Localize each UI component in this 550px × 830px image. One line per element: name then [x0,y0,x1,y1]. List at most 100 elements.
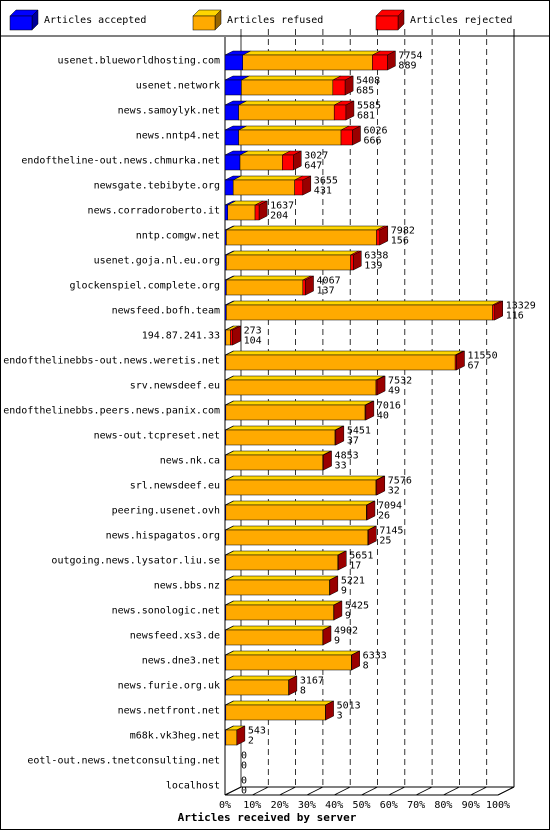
bars [224,50,503,746]
bar-articles-rejected [294,179,304,196]
x-tick [334,786,351,796]
bar-articles-accepted [224,79,242,96]
bar-articles-refused [225,504,367,521]
value-rejected: 116 [506,311,524,322]
bar-row [224,175,312,196]
legend: Articles accepted Articles refused Article… [1,9,549,37]
x-tick [497,786,515,796]
bar-top-articles-refused [225,700,334,706]
legend-label: Articles accepted [44,15,146,26]
value-rejected: 681 [357,111,375,122]
value-refused: 7016 [377,401,401,412]
bar-row [224,600,343,621]
value-refused: 7145 [379,526,403,537]
x-tick-label: 10% [243,800,261,811]
value-refused: 7094 [378,501,402,512]
bar-side [366,500,376,521]
bar-articles-accepted [224,204,228,221]
bar-articles-rejected [230,329,233,346]
bar-articles-rejected [340,129,353,146]
bar-top-articles-refused [225,475,385,481]
bar-articles-accepted [224,104,239,121]
bar-row [224,150,302,171]
bar-articles-refused [226,279,304,296]
bar-articles-refused [238,104,335,121]
bar-articles-accepted [224,54,243,71]
server-label: newsfeed.bofh.team [112,306,220,317]
value-rejected: 9 [341,586,347,597]
bar-row [224,725,246,746]
value-refused: 7982 [391,226,415,237]
bar-side [323,450,332,471]
bar-row [224,50,396,71]
bar-side [368,525,377,546]
bar-articles-refused [225,529,369,546]
value-rejected: 37 [347,436,359,447]
server-label: news.bbs.nz [154,581,220,592]
bar-top-articles-refused [225,550,346,556]
bar-articles-refused [225,604,334,621]
x-tick [443,786,460,796]
value-refused: 5408 [356,76,380,87]
bar-side [456,350,465,371]
server-label: news.netfront.net [118,706,220,717]
bar-top-articles-refused [225,350,464,356]
bar-articles-refused [225,454,323,471]
server-label: news.furie.org.uk [118,681,220,692]
value-refused: 3167 [300,676,324,687]
bar-articles-rejected [302,279,306,296]
x-tick [415,786,433,796]
bar-articles-refused [225,479,377,496]
bar-articles-accepted [224,129,239,146]
bar-top-articles-refused [225,600,342,606]
bar-top-articles-refused [225,625,331,631]
bar-side [365,400,375,421]
bar-side [293,150,302,171]
bar-articles-refused [225,679,289,696]
bar-articles-rejected [333,104,347,121]
x-tick-label: 80% [434,800,452,811]
bar-articles-refused [241,79,334,96]
value-rejected: 104 [244,336,262,347]
bar-row [224,625,332,646]
x-tick [224,786,242,796]
bar-row [224,100,355,121]
bar-top-articles-refused [226,275,311,281]
value-rejected: 8 [363,661,369,672]
server-label: eotl-out.news.tnetconsulting.net [27,756,220,767]
bar-articles-refused [225,329,231,346]
value-rejected: 137 [317,286,335,297]
bar-side [329,575,339,596]
server-label: endoftheline-out.news.chmurka.net [21,156,220,167]
bar-side [494,300,503,321]
server-label: news.dne3.net [142,656,220,667]
x-axis-title: Articles received by server [178,811,357,824]
x-tick-label: 40% [325,800,343,811]
value-refused: 5013 [337,701,361,712]
bar-top-articles-refused [225,375,385,381]
server-label: endofthelinebbs.peers.news.panix.com [3,406,220,417]
bar-side [236,725,246,746]
x-tick [306,786,324,796]
bar-articles-refused [225,379,377,396]
bar-side [353,250,362,271]
value-rejected: 0 [241,761,247,772]
value-rejected: 49 [388,386,400,397]
x-tick [361,786,378,796]
bar-row [224,300,503,321]
bar-articles-refused [225,404,366,421]
value-refused: 3027 [304,151,328,162]
bar-side [302,175,312,196]
value-refused: 5425 [345,601,369,612]
value-rejected: 139 [364,261,382,272]
bar-articles-rejected [350,254,354,271]
server-label: news.hispagatos.org [106,531,220,542]
value-rejected: 8 [300,686,306,697]
value-refused: 6026 [363,126,387,137]
x-tick [470,786,487,796]
bar-articles-refused [238,129,342,146]
legend-label: Articles refused [227,15,323,26]
x-tick-label: 60% [380,800,398,811]
bar-side [387,50,396,71]
